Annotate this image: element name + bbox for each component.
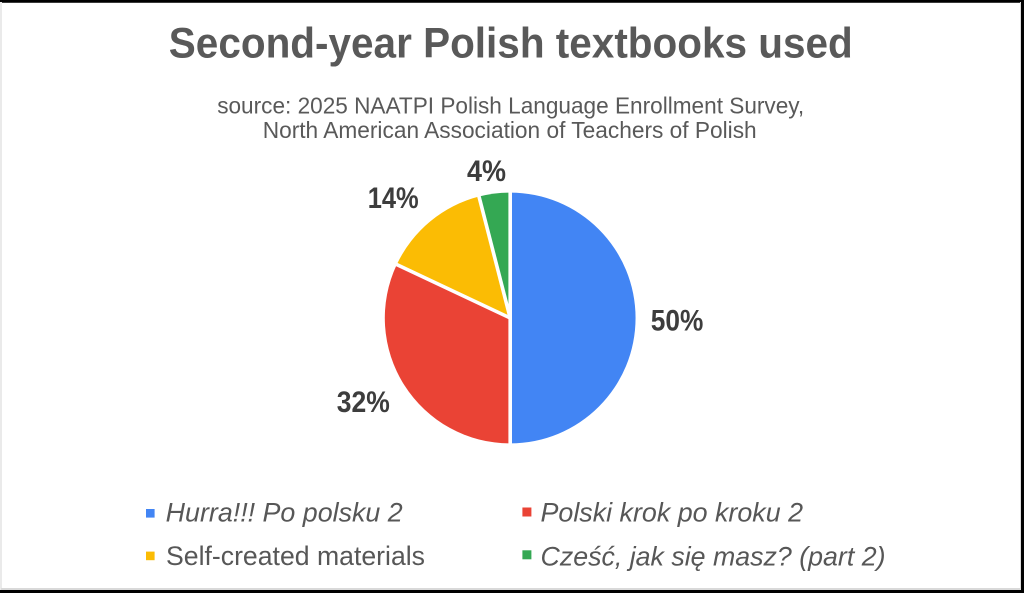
svg-text:4%: 4% — [467, 155, 506, 188]
svg-text:14%: 14% — [368, 182, 419, 215]
svg-text:Second-year Polish textbooks u: Second-year Polish textbooks used — [169, 19, 853, 67]
svg-text:North American Association of: North American Association of Teachers o… — [263, 117, 757, 143]
svg-text:Self-created materials: Self-created materials — [166, 541, 425, 571]
svg-text:Polski krok po kroku 2: Polski krok po kroku 2 — [541, 497, 804, 527]
svg-text:50%: 50% — [651, 304, 704, 337]
svg-text:source: 2025 NAATPI Polish Lan: source: 2025 NAATPI Polish Language Enro… — [217, 92, 804, 118]
svg-text:Hurra!!! Po polsku 2: Hurra!!! Po polsku 2 — [166, 497, 403, 527]
svg-text:32%: 32% — [337, 386, 390, 419]
svg-text:Cześć, jak się masz? (part 2): Cześć, jak się masz? (part 2) — [541, 541, 886, 571]
